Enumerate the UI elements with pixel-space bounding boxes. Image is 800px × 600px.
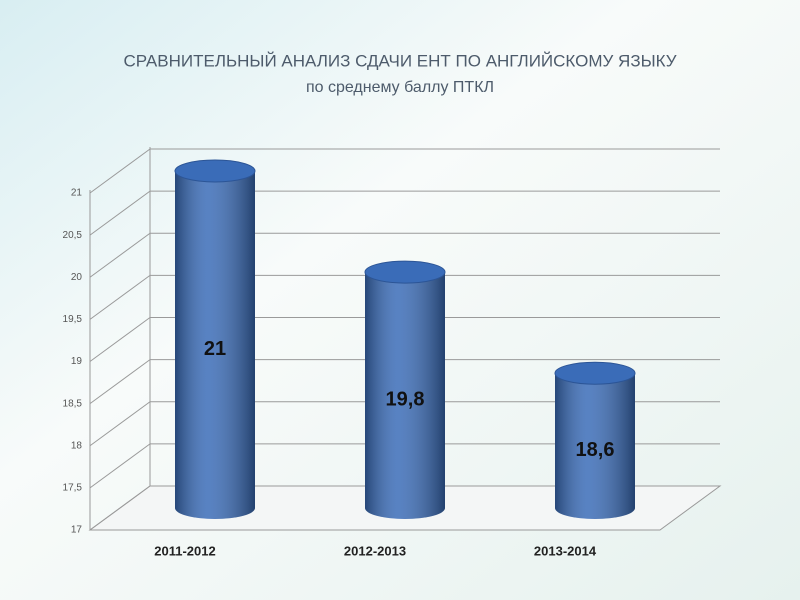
value-label: 21 (204, 338, 226, 360)
y-tick-label: 21 (71, 188, 83, 199)
bar-top (364, 260, 446, 284)
y-tick-label: 18 (71, 440, 83, 451)
grid-line-side (89, 232, 151, 278)
grid-line-side (89, 274, 151, 320)
grid-line-side (89, 148, 151, 194)
x-tick-label: 2013-2014 (534, 543, 597, 558)
grid-line-side (89, 485, 151, 531)
y-tick-label: 17 (71, 525, 83, 536)
grid-line-side (89, 359, 151, 405)
value-label: 18,6 (576, 439, 615, 461)
bar-shade (555, 373, 635, 508)
y-tick-label: 17,5 (63, 483, 83, 494)
grid-line-side (89, 190, 151, 236)
bar-top (554, 361, 636, 385)
x-tick-label: 2012-2013 (344, 543, 406, 558)
y-tick-label: 18,5 (63, 398, 83, 409)
chart-subtitle: по среднему баллу ПТКЛ (306, 79, 494, 96)
bar-shade (365, 272, 445, 508)
y-tick-label: 19 (71, 356, 83, 367)
y-tick-label: 20,5 (63, 230, 83, 241)
chart-title: СРАВНИТЕЛЬНЫЙ АНАЛИЗ СДАЧИ ЕНТ ПО АНГЛИЙ… (123, 51, 676, 70)
value-label: 19,8 (386, 388, 425, 410)
y-tick-label: 19,5 (63, 314, 83, 325)
grid-line-side (89, 317, 151, 362)
bar-shade (175, 171, 255, 508)
bar-top (174, 159, 256, 183)
y-tick-label: 20 (71, 272, 83, 283)
grid-line-side (89, 443, 151, 489)
grid-line-side (89, 401, 151, 447)
x-tick-label: 2011-2012 (154, 543, 215, 558)
